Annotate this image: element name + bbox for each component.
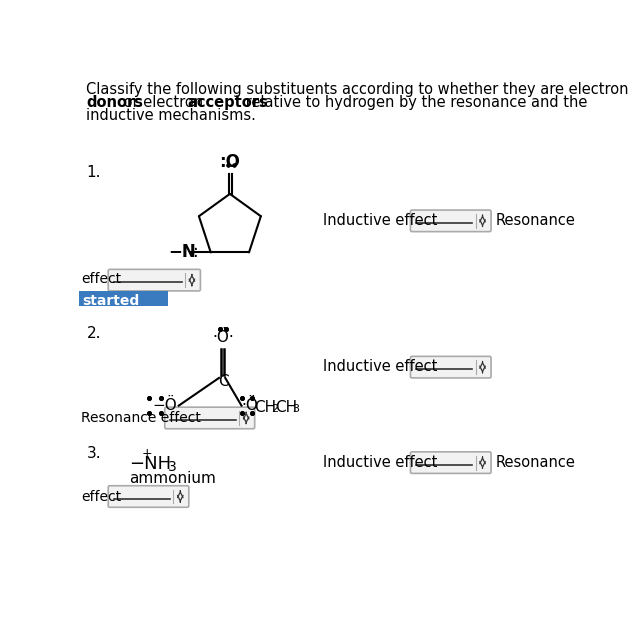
Text: donors: donors	[86, 95, 144, 110]
FancyBboxPatch shape	[411, 452, 491, 474]
FancyBboxPatch shape	[108, 486, 189, 507]
Text: Resonance effect: Resonance effect	[81, 411, 201, 425]
Text: 3.: 3.	[86, 446, 101, 461]
Text: ammonium: ammonium	[129, 471, 216, 486]
Text: effect: effect	[81, 273, 121, 287]
Text: CH: CH	[275, 399, 298, 415]
Text: Resonance: Resonance	[496, 455, 576, 470]
Text: 3: 3	[168, 460, 176, 474]
Text: Resonance: Resonance	[496, 213, 576, 228]
Text: −N: −N	[168, 243, 196, 261]
Text: relative to hydrogen by the resonance and the: relative to hydrogen by the resonance an…	[241, 95, 587, 110]
Text: ·Ö·: ·Ö·	[213, 330, 234, 346]
Text: Inductive effect: Inductive effect	[323, 455, 437, 470]
Text: 3: 3	[293, 404, 300, 415]
Text: acceptors: acceptors	[187, 95, 268, 110]
FancyBboxPatch shape	[411, 356, 491, 378]
Text: 2.: 2.	[86, 327, 101, 341]
Text: :: :	[193, 243, 198, 261]
Text: CH: CH	[254, 399, 276, 415]
Text: started: started	[82, 294, 139, 308]
Text: +: +	[142, 447, 152, 460]
Text: :O: :O	[219, 153, 240, 171]
Text: inductive mechanisms.: inductive mechanisms.	[86, 108, 256, 124]
Text: 1.: 1.	[86, 165, 101, 179]
FancyBboxPatch shape	[411, 210, 491, 231]
FancyBboxPatch shape	[108, 269, 200, 291]
Bar	[79, 291, 168, 306]
Text: Classify the following substituents according to whether they are electron: Classify the following substituents acco…	[86, 82, 629, 97]
Text: Inductive effect: Inductive effect	[323, 213, 437, 228]
Text: ·Ö: ·Ö	[241, 398, 258, 413]
FancyBboxPatch shape	[165, 407, 255, 429]
Text: −NH: −NH	[129, 455, 171, 473]
Text: −Ö: −Ö	[152, 398, 177, 413]
Text: C: C	[218, 373, 229, 389]
Text: 2: 2	[271, 404, 278, 415]
Text: or electron: or electron	[119, 95, 208, 110]
Text: effect: effect	[81, 489, 121, 503]
Text: Inductive effect: Inductive effect	[323, 359, 437, 375]
